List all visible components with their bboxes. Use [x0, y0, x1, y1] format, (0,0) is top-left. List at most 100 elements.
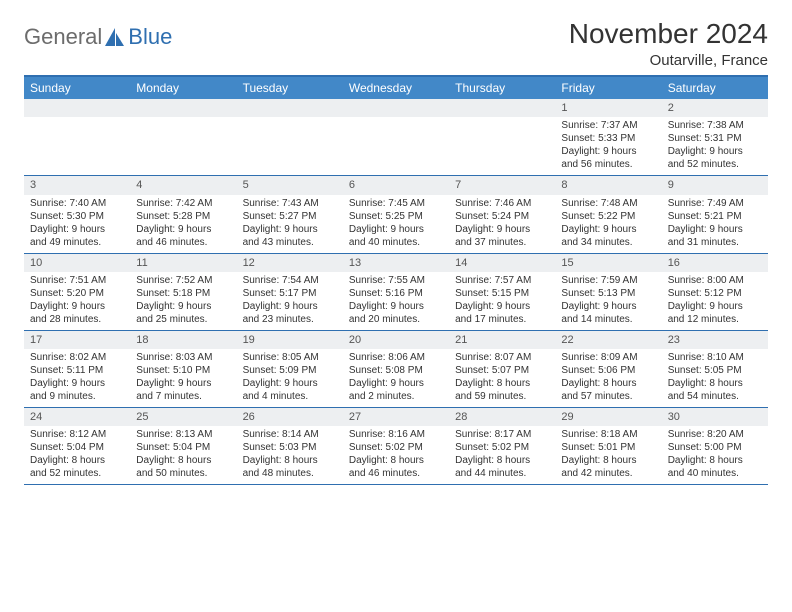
daylight-line: Daylight: 9 hours and 56 minutes. — [561, 145, 655, 171]
empty-strip — [343, 99, 449, 117]
daylight-line: Daylight: 9 hours and 25 minutes. — [136, 300, 230, 326]
day-cell: 17Sunrise: 8:02 AMSunset: 5:11 PMDayligh… — [24, 331, 130, 407]
daylight-line: Daylight: 9 hours and 37 minutes. — [455, 223, 549, 249]
sunrise-line: Sunrise: 7:59 AM — [561, 274, 655, 287]
daylight-line: Daylight: 8 hours and 44 minutes. — [455, 454, 549, 480]
page-title: November 2024 — [569, 18, 768, 50]
sunset-line: Sunset: 5:02 PM — [455, 441, 549, 454]
sunset-line: Sunset: 5:10 PM — [136, 364, 230, 377]
day-cell: 5Sunrise: 7:43 AMSunset: 5:27 PMDaylight… — [237, 176, 343, 252]
daylight-line: Daylight: 9 hours and 4 minutes. — [243, 377, 337, 403]
day-details: Sunrise: 7:52 AMSunset: 5:18 PMDaylight:… — [130, 272, 236, 330]
week-row: 24Sunrise: 8:12 AMSunset: 5:04 PMDayligh… — [24, 408, 768, 485]
day-cell: 9Sunrise: 7:49 AMSunset: 5:21 PMDaylight… — [662, 176, 768, 252]
day-number: 15 — [555, 254, 661, 272]
sunrise-line: Sunrise: 7:42 AM — [136, 197, 230, 210]
empty-strip — [237, 99, 343, 117]
sunset-line: Sunset: 5:16 PM — [349, 287, 443, 300]
daylight-line: Daylight: 9 hours and 12 minutes. — [668, 300, 762, 326]
day-cell: 29Sunrise: 8:18 AMSunset: 5:01 PMDayligh… — [555, 408, 661, 484]
day-number: 12 — [237, 254, 343, 272]
logo-sail-icon — [104, 27, 126, 47]
sunrise-line: Sunrise: 7:45 AM — [349, 197, 443, 210]
sunset-line: Sunset: 5:22 PM — [561, 210, 655, 223]
logo: General Blue — [24, 18, 172, 50]
day-number: 26 — [237, 408, 343, 426]
dow-cell: Wednesday — [343, 77, 449, 99]
sunset-line: Sunset: 5:04 PM — [136, 441, 230, 454]
location: Outarville, France — [569, 52, 768, 69]
day-number: 6 — [343, 176, 449, 194]
sunrise-line: Sunrise: 7:55 AM — [349, 274, 443, 287]
daylight-line: Daylight: 9 hours and 31 minutes. — [668, 223, 762, 249]
day-cell: 6Sunrise: 7:45 AMSunset: 5:25 PMDaylight… — [343, 176, 449, 252]
sunset-line: Sunset: 5:01 PM — [561, 441, 655, 454]
sunset-line: Sunset: 5:15 PM — [455, 287, 549, 300]
day-number: 19 — [237, 331, 343, 349]
daylight-line: Daylight: 8 hours and 40 minutes. — [668, 454, 762, 480]
day-details: Sunrise: 8:06 AMSunset: 5:08 PMDaylight:… — [343, 349, 449, 407]
day-number: 29 — [555, 408, 661, 426]
sunset-line: Sunset: 5:03 PM — [243, 441, 337, 454]
day-cell: 16Sunrise: 8:00 AMSunset: 5:12 PMDayligh… — [662, 254, 768, 330]
day-number: 5 — [237, 176, 343, 194]
daylight-line: Daylight: 9 hours and 14 minutes. — [561, 300, 655, 326]
sunrise-line: Sunrise: 8:05 AM — [243, 351, 337, 364]
day-details: Sunrise: 7:46 AMSunset: 5:24 PMDaylight:… — [449, 195, 555, 253]
sunrise-line: Sunrise: 7:51 AM — [30, 274, 124, 287]
sunset-line: Sunset: 5:12 PM — [668, 287, 762, 300]
sunrise-line: Sunrise: 8:00 AM — [668, 274, 762, 287]
sunset-line: Sunset: 5:02 PM — [349, 441, 443, 454]
day-details: Sunrise: 8:12 AMSunset: 5:04 PMDaylight:… — [24, 426, 130, 484]
day-cell: 20Sunrise: 8:06 AMSunset: 5:08 PMDayligh… — [343, 331, 449, 407]
logo-text-1: General — [24, 24, 102, 50]
week-row: 10Sunrise: 7:51 AMSunset: 5:20 PMDayligh… — [24, 254, 768, 331]
day-cell: 23Sunrise: 8:10 AMSunset: 5:05 PMDayligh… — [662, 331, 768, 407]
header: General Blue November 2024 Outarville, F… — [24, 18, 768, 69]
sunrise-line: Sunrise: 8:20 AM — [668, 428, 762, 441]
daylight-line: Daylight: 8 hours and 52 minutes. — [30, 454, 124, 480]
empty-cell — [237, 99, 343, 175]
day-number: 30 — [662, 408, 768, 426]
sunrise-line: Sunrise: 8:12 AM — [30, 428, 124, 441]
day-details: Sunrise: 7:48 AMSunset: 5:22 PMDaylight:… — [555, 195, 661, 253]
day-number: 22 — [555, 331, 661, 349]
sunrise-line: Sunrise: 8:02 AM — [30, 351, 124, 364]
calendar: SundayMondayTuesdayWednesdayThursdayFrid… — [24, 75, 768, 485]
sunset-line: Sunset: 5:30 PM — [30, 210, 124, 223]
day-cell: 4Sunrise: 7:42 AMSunset: 5:28 PMDaylight… — [130, 176, 236, 252]
day-number: 11 — [130, 254, 236, 272]
sunrise-line: Sunrise: 7:57 AM — [455, 274, 549, 287]
logo-text-2: Blue — [128, 24, 172, 50]
day-details: Sunrise: 8:17 AMSunset: 5:02 PMDaylight:… — [449, 426, 555, 484]
day-details: Sunrise: 8:14 AMSunset: 5:03 PMDaylight:… — [237, 426, 343, 484]
day-number: 27 — [343, 408, 449, 426]
day-cell: 3Sunrise: 7:40 AMSunset: 5:30 PMDaylight… — [24, 176, 130, 252]
sunset-line: Sunset: 5:05 PM — [668, 364, 762, 377]
day-cell: 19Sunrise: 8:05 AMSunset: 5:09 PMDayligh… — [237, 331, 343, 407]
day-cell: 24Sunrise: 8:12 AMSunset: 5:04 PMDayligh… — [24, 408, 130, 484]
day-details: Sunrise: 8:07 AMSunset: 5:07 PMDaylight:… — [449, 349, 555, 407]
sunset-line: Sunset: 5:25 PM — [349, 210, 443, 223]
day-details: Sunrise: 8:16 AMSunset: 5:02 PMDaylight:… — [343, 426, 449, 484]
sunset-line: Sunset: 5:11 PM — [30, 364, 124, 377]
daylight-line: Daylight: 9 hours and 52 minutes. — [668, 145, 762, 171]
day-cell: 25Sunrise: 8:13 AMSunset: 5:04 PMDayligh… — [130, 408, 236, 484]
day-number: 3 — [24, 176, 130, 194]
sunset-line: Sunset: 5:09 PM — [243, 364, 337, 377]
sunrise-line: Sunrise: 8:14 AM — [243, 428, 337, 441]
empty-strip — [130, 99, 236, 117]
day-details: Sunrise: 8:13 AMSunset: 5:04 PMDaylight:… — [130, 426, 236, 484]
day-number: 23 — [662, 331, 768, 349]
day-details: Sunrise: 7:45 AMSunset: 5:25 PMDaylight:… — [343, 195, 449, 253]
day-details: Sunrise: 7:55 AMSunset: 5:16 PMDaylight:… — [343, 272, 449, 330]
sunrise-line: Sunrise: 7:43 AM — [243, 197, 337, 210]
sunset-line: Sunset: 5:33 PM — [561, 132, 655, 145]
sunrise-line: Sunrise: 7:49 AM — [668, 197, 762, 210]
day-details: Sunrise: 8:05 AMSunset: 5:09 PMDaylight:… — [237, 349, 343, 407]
sunrise-line: Sunrise: 7:38 AM — [668, 119, 762, 132]
sunrise-line: Sunrise: 8:17 AM — [455, 428, 549, 441]
day-cell: 15Sunrise: 7:59 AMSunset: 5:13 PMDayligh… — [555, 254, 661, 330]
day-details: Sunrise: 7:37 AMSunset: 5:33 PMDaylight:… — [555, 117, 661, 175]
day-cell: 13Sunrise: 7:55 AMSunset: 5:16 PMDayligh… — [343, 254, 449, 330]
